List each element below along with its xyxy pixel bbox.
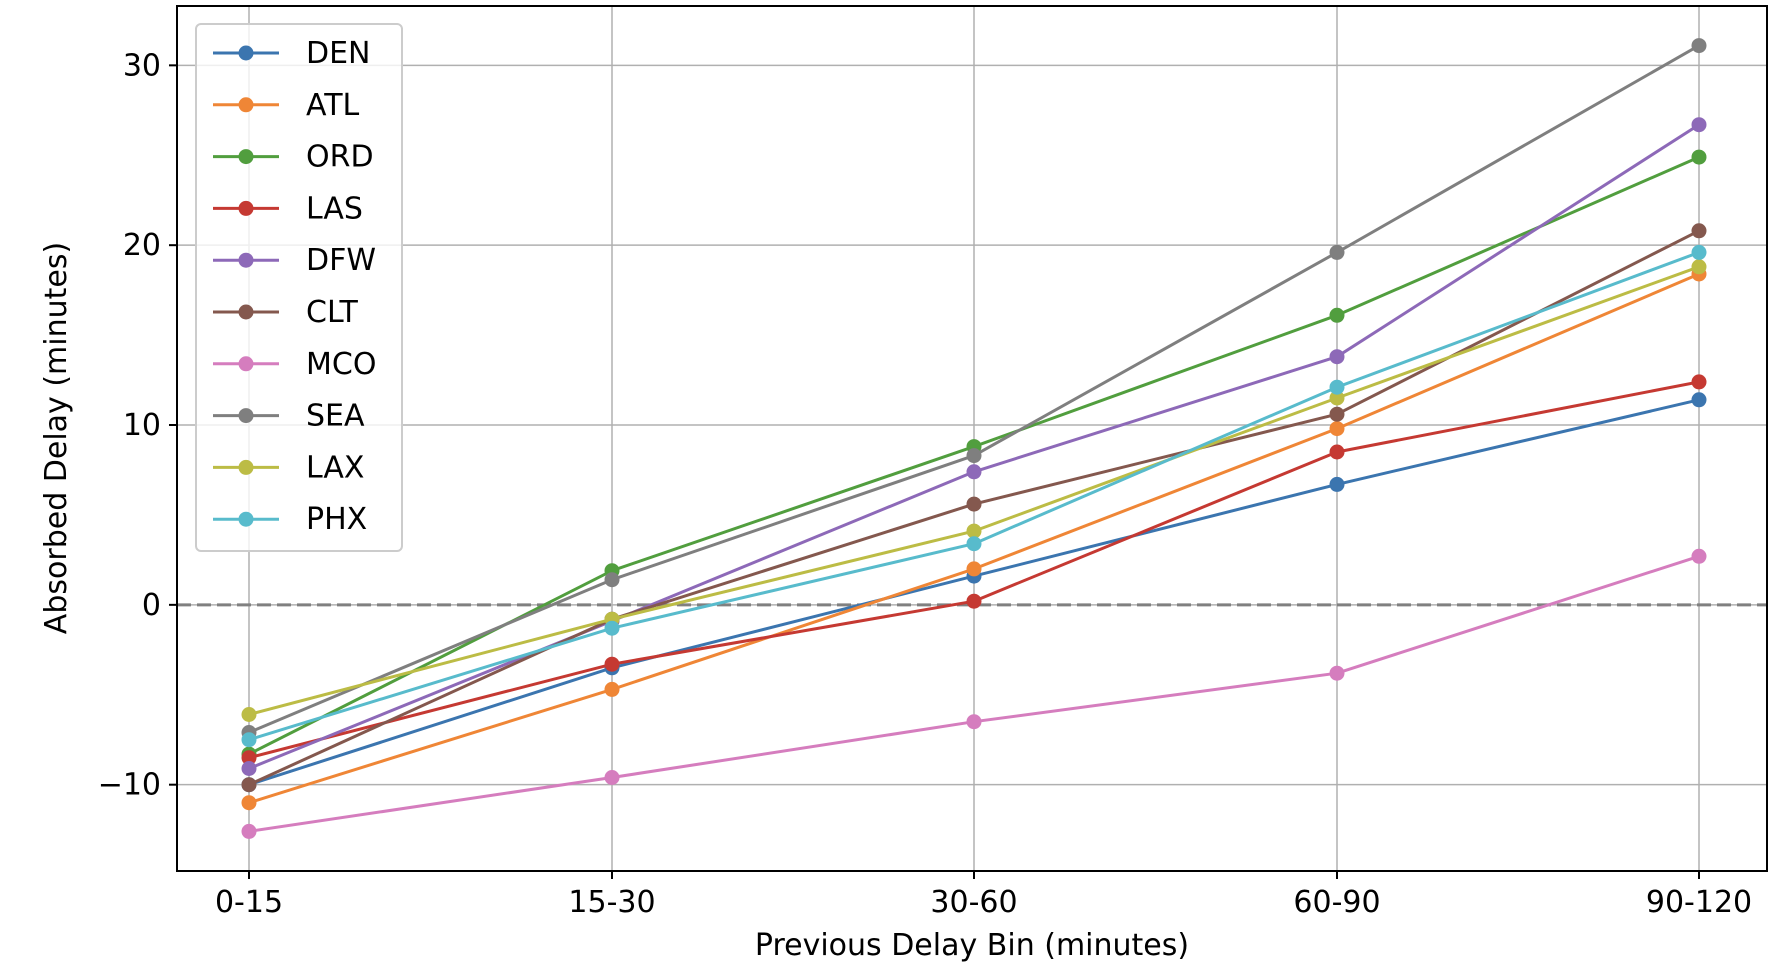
legend-swatch-marker	[238, 149, 254, 165]
data-point-lax	[966, 523, 982, 539]
legend-item-dfw: DFW	[213, 243, 376, 278]
data-point-den	[1329, 476, 1345, 492]
data-point-ord	[1691, 149, 1707, 165]
data-point-clt	[966, 496, 982, 512]
data-point-atl	[241, 795, 257, 811]
y-tick-label: 30	[123, 48, 161, 83]
legend-item-phx: PHX	[213, 502, 367, 537]
data-point-phx	[241, 732, 257, 748]
data-point-sea	[604, 572, 620, 588]
data-point-las	[1691, 374, 1707, 390]
data-point-mco	[604, 770, 620, 785]
data-point-mco	[966, 714, 982, 730]
data-point-dfw	[1329, 349, 1345, 365]
data-point-den	[1691, 392, 1707, 408]
x-tick-label: 90-120	[1646, 885, 1752, 920]
data-point-dfw	[1691, 117, 1707, 133]
legend-item-lax: LAX	[213, 450, 364, 485]
legend-item-atl: ATL	[213, 88, 360, 123]
series-las	[241, 374, 1707, 766]
x-tick-label: 60-90	[1293, 885, 1380, 920]
data-point-mco	[241, 823, 257, 839]
series-group	[241, 38, 1707, 839]
data-point-clt	[241, 777, 257, 793]
series-phx	[241, 244, 1707, 748]
y-tick-label: 0	[142, 588, 161, 623]
data-point-las	[604, 656, 620, 672]
data-point-lax	[241, 707, 257, 722]
y-tick-label: 20	[123, 228, 161, 263]
data-point-dfw	[966, 464, 982, 480]
y-ticks: −10 0 10 20 30	[98, 48, 177, 803]
legend: DEN ATL ORD LAS DFW CLT MCO SEA LAX PHX	[195, 23, 403, 552]
legend-label: DFW	[306, 243, 376, 278]
legend-swatch-marker	[238, 97, 254, 113]
legend-swatch-marker	[238, 252, 254, 268]
legend-item-mco: MCO	[213, 347, 376, 382]
x-axis-title: Previous Delay Bin (minutes)	[755, 928, 1189, 963]
y-tick-label: 10	[123, 408, 161, 443]
legend-item-clt: CLT	[213, 295, 359, 330]
legend-swatch-marker	[238, 459, 254, 475]
legend-swatch-marker	[238, 356, 254, 372]
data-point-las	[966, 593, 982, 609]
data-point-lax	[1329, 390, 1345, 406]
x-tick-label: 0-15	[215, 885, 283, 920]
series-dfw	[241, 117, 1707, 776]
data-point-sea	[966, 448, 982, 464]
legend-swatch-marker	[238, 511, 254, 527]
data-point-las	[241, 750, 257, 766]
data-point-phx	[1691, 244, 1707, 260]
legend-swatch-marker	[238, 200, 254, 216]
data-point-sea	[1691, 38, 1707, 54]
legend-label: ATL	[306, 88, 360, 123]
legend-label: PHX	[306, 502, 367, 537]
x-tick-label: 15-30	[568, 885, 655, 920]
legend-item-sea: SEA	[213, 399, 365, 434]
legend-item-las: LAS	[213, 191, 363, 226]
data-point-atl	[966, 561, 982, 577]
data-point-clt	[1691, 223, 1707, 239]
legend-label: MCO	[306, 347, 376, 382]
legend-swatch-marker	[238, 45, 254, 61]
data-point-lax	[1691, 259, 1707, 275]
data-point-ord	[1329, 307, 1345, 323]
data-point-mco	[1329, 665, 1345, 681]
legend-swatch-marker	[238, 408, 254, 424]
legend-item-den: DEN	[213, 36, 371, 71]
x-ticks: 0-15 15-30 30-60 60-90 90-120	[215, 871, 1752, 920]
series-mco	[241, 548, 1707, 839]
data-point-sea	[1329, 244, 1345, 260]
data-point-las	[1329, 444, 1345, 460]
y-tick-label: −10	[98, 768, 161, 803]
y-axis-title: Absorbed Delay (minutes)	[39, 242, 74, 634]
series-sea	[241, 38, 1707, 740]
legend-label: LAX	[306, 450, 364, 485]
data-point-mco	[1691, 548, 1707, 564]
x-tick-label: 30-60	[930, 885, 1017, 920]
data-point-phx	[604, 620, 620, 636]
data-point-atl	[604, 681, 620, 697]
data-point-dfw	[241, 761, 257, 776]
legend-label: LAS	[306, 191, 363, 226]
plot-frame	[176, 5, 1768, 872]
legend-item-ord: ORD	[213, 140, 374, 175]
legend-box	[195, 23, 403, 552]
legend-label: SEA	[306, 399, 365, 434]
legend-label: DEN	[306, 36, 371, 71]
series-atl	[241, 266, 1707, 811]
legend-label: ORD	[306, 140, 374, 175]
data-point-phx	[966, 536, 982, 552]
data-point-atl	[1329, 421, 1345, 437]
legend-label: CLT	[306, 295, 359, 330]
data-point-clt	[1329, 406, 1345, 422]
legend-swatch-marker	[238, 304, 254, 320]
data-point-phx	[1329, 379, 1345, 395]
